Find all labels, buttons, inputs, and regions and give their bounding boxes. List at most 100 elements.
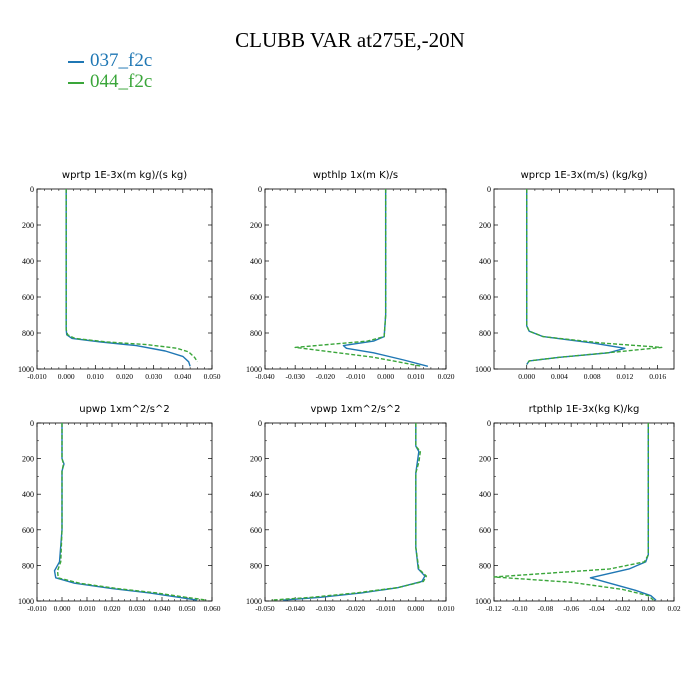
x-tick-label-5-3: -0.020	[346, 604, 366, 613]
x-tick-label-1-3: 0.020	[116, 372, 133, 381]
panel-title-3: wprcp 1E-3x(m/s) (kg/kg)	[521, 170, 648, 181]
x-tick-label-6-2: -0.08	[538, 604, 554, 613]
y-tick-label-6-2: 400	[479, 490, 491, 499]
x-tick-label-2-5: 0.010	[407, 372, 424, 381]
x-tick-label-2-6: 0.020	[438, 372, 455, 381]
x-tick-label-4-7: 0.060	[204, 604, 221, 613]
panel-frame-6	[493, 422, 675, 602]
legend-label-037: 037_f2c	[90, 50, 153, 71]
series-line-044_f2c-panel-5	[270, 423, 428, 601]
y-tick-label-5-1: 200	[250, 455, 262, 464]
y-tick-label-3-5: 1000	[475, 365, 491, 374]
x-tick-label-3-4: 0.016	[649, 372, 666, 381]
y-tick-label-4-3: 600	[22, 526, 34, 535]
y-tick-label-6-3: 600	[479, 526, 491, 535]
series-line-044_f2c-panel-3	[526, 189, 663, 365]
x-tick-label-1-0: -0.010	[27, 372, 47, 381]
y-tick-label-2-2: 400	[250, 257, 262, 266]
y-tick-label-6-4: 800	[479, 561, 491, 570]
panel-title-5: vpwp 1xm^2/s^2	[310, 404, 400, 415]
y-tick-label-5-4: 800	[250, 561, 262, 570]
y-tick-label-1-3: 600	[22, 293, 34, 302]
x-tick-label-6-1: -0.10	[512, 604, 528, 613]
y-tick-label-3-1: 200	[479, 221, 491, 230]
x-tick-label-6-0: -0.12	[486, 604, 502, 613]
series-line-037_f2c-panel-4	[53, 423, 198, 601]
x-tick-label-4-6: 0.050	[179, 604, 196, 613]
y-tick-label-2-4: 800	[250, 329, 262, 338]
y-tick-label-1-5: 1000	[18, 365, 34, 374]
y-tick-label-3-0: 0	[487, 185, 491, 194]
x-tick-label-1-6: 0.050	[204, 372, 221, 381]
x-tick-label-2-1: -0.030	[285, 372, 305, 381]
x-tick-label-2-4: 0.000	[377, 372, 394, 381]
chart-title: CLUBB VAR at275E,-20N	[235, 28, 465, 52]
y-tick-label-2-0: 0	[258, 185, 262, 194]
y-tick-label-4-0: 0	[30, 419, 34, 428]
series-line-044_f2c-panel-4	[56, 423, 208, 601]
x-tick-label-1-5: 0.040	[174, 372, 191, 381]
y-tick-label-5-3: 600	[250, 526, 262, 535]
series-line-044_f2c-panel-2	[294, 189, 422, 367]
x-tick-label-2-2: -0.020	[316, 372, 336, 381]
x-tick-label-6-7: 0.02	[667, 604, 680, 613]
y-tick-label-1-0: 0	[30, 185, 34, 194]
legend-entry-044: 044_f2c	[68, 71, 152, 93]
x-tick-label-6-6: 0.00	[642, 604, 655, 613]
x-tick-label-1-1: 0.000	[58, 372, 75, 381]
x-tick-label-4-3: 0.020	[104, 604, 121, 613]
x-tick-label-4-1: 0.000	[54, 604, 71, 613]
x-tick-label-2-3: -0.010	[346, 372, 366, 381]
y-tick-label-4-5: 1000	[18, 597, 34, 606]
x-tick-label-5-2: -0.030	[316, 604, 336, 613]
y-tick-label-5-5: 1000	[246, 597, 262, 606]
x-tick-label-5-6: 0.010	[438, 604, 455, 613]
y-tick-label-1-2: 400	[22, 257, 34, 266]
x-tick-label-1-4: 0.030	[145, 372, 162, 381]
y-tick-label-6-0: 0	[487, 419, 491, 428]
x-tick-label-2-0: -0.040	[255, 372, 275, 381]
series-line-044_f2c-panel-6	[493, 423, 654, 601]
x-tick-label-4-5: 0.040	[154, 604, 171, 613]
y-tick-label-4-4: 800	[22, 561, 34, 570]
y-tick-label-6-1: 200	[479, 455, 491, 464]
x-tick-label-5-4: -0.010	[376, 604, 396, 613]
x-tick-label-4-0: -0.010	[27, 604, 47, 613]
panel-title-1: wprtp 1E-3x(m kg)/(s kg)	[62, 170, 187, 181]
x-tick-label-5-5: 0.000	[407, 604, 424, 613]
x-tick-label-4-2: 0.010	[79, 604, 96, 613]
x-tick-label-6-4: -0.04	[589, 604, 605, 613]
panel-title-4: upwp 1xm^2/s^2	[79, 404, 169, 415]
series-line-037_f2c-panel-5	[283, 423, 426, 601]
y-tick-label-2-1: 200	[250, 221, 262, 230]
y-tick-label-6-5: 1000	[475, 597, 491, 606]
y-tick-label-2-5: 1000	[246, 365, 262, 374]
panel-title-2: wpthlp 1x(m K)/s	[313, 170, 398, 181]
y-tick-label-1-4: 800	[22, 329, 34, 338]
legend-swatch-044	[68, 81, 84, 84]
y-tick-label-5-0: 0	[258, 419, 262, 428]
y-tick-label-3-3: 600	[479, 293, 491, 302]
legend-entry-037: 037_f2c	[68, 50, 152, 72]
legend-swatch-037	[68, 60, 84, 63]
panel-title-6: rtpthlp 1E-3x(kg K)/kg	[529, 404, 640, 415]
x-tick-label-4-4: 0.030	[129, 604, 146, 613]
x-tick-label-5-1: -0.040	[285, 604, 305, 613]
x-tick-label-3-3: 0.012	[616, 372, 633, 381]
y-tick-label-4-1: 200	[22, 455, 34, 464]
y-tick-label-5-2: 400	[250, 490, 262, 499]
y-tick-label-4-2: 400	[22, 490, 34, 499]
x-tick-label-1-2: 0.010	[87, 372, 104, 381]
series-line-037_f2c-panel-3	[526, 189, 626, 365]
y-tick-label-2-3: 600	[250, 293, 262, 302]
x-tick-label-5-0: -0.050	[255, 604, 275, 613]
legend-label-044: 044_f2c	[90, 71, 153, 92]
x-tick-label-6-5: -0.02	[615, 604, 631, 613]
panel-frame-4	[36, 422, 213, 602]
panel-frame-1	[36, 188, 213, 370]
x-tick-label-6-3: -0.06	[563, 604, 579, 613]
y-tick-label-3-2: 400	[479, 257, 491, 266]
x-tick-label-3-0: 0.000	[518, 372, 535, 381]
x-tick-label-3-2: 0.008	[584, 372, 601, 381]
